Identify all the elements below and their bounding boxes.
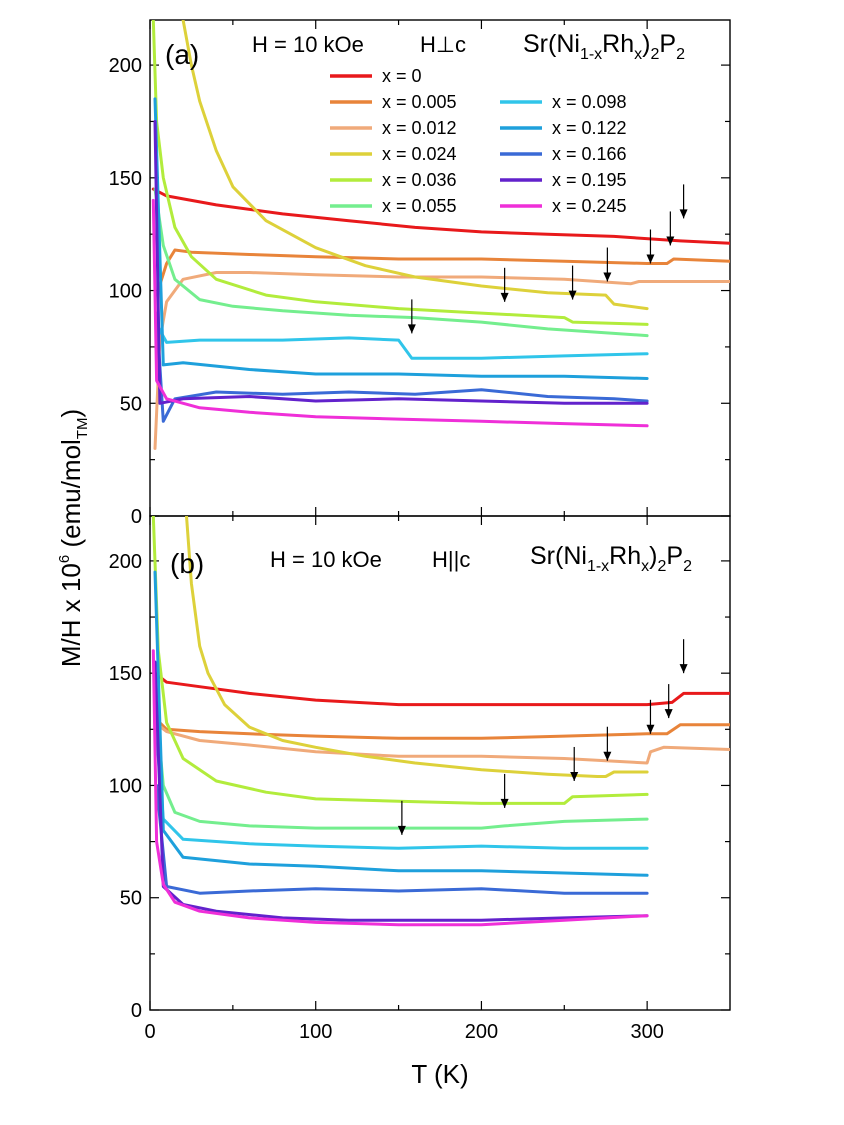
x-tick-label: 200 (465, 1021, 498, 1043)
series-line-3 (185, 516, 649, 778)
legend-label: x = 0.036 (382, 170, 457, 190)
series-line-7 (153, 570, 649, 877)
transition-arrow-head (568, 290, 577, 300)
series-line-2 (153, 721, 730, 765)
x-tick-label: 0 (144, 1021, 155, 1043)
legend-label: x = 0.098 (552, 92, 627, 112)
arrows-group (397, 639, 688, 835)
series-line-0 (151, 187, 730, 245)
legend-label: x = 0.024 (382, 144, 457, 164)
y-tick-label: 200 (109, 55, 142, 77)
legend-label: x = 0.005 (382, 92, 457, 112)
series-line-10 (151, 198, 649, 428)
legend-label: x = 0.166 (552, 144, 627, 164)
legend-label: x = 0.055 (382, 196, 457, 216)
legend-label: x = 0.122 (552, 118, 627, 138)
y-tick-label: 200 (109, 551, 142, 573)
panel-a: 0 50 100 150 200 (a) H = 10 kOe H⊥c Sr(Ni1-x… (109, 19, 731, 528)
x-axis-title: T (K) (411, 1059, 468, 1089)
transition-arrow-head (570, 771, 579, 781)
transition-arrow-head (397, 825, 406, 835)
series-line-9 (153, 660, 649, 922)
series-line-4 (151, 20, 649, 326)
transition-arrow-head (603, 272, 612, 282)
x-tick-label: 100 (299, 1021, 332, 1043)
transition-arrow-head (407, 324, 416, 334)
legend-label: x = 0 (382, 66, 422, 86)
legend: x = 0 x = 0.005 x = 0.012 x = 0.024 x = 0.03… (330, 66, 627, 216)
y-tick-label: 100 (109, 775, 142, 797)
field-label: H = 10 kOe (270, 547, 382, 572)
y-tick-label: 150 (109, 663, 142, 685)
series-line-7 (153, 97, 649, 380)
transition-arrow-head (679, 209, 688, 219)
transition-arrow-head (646, 254, 655, 264)
compound-formula: Sr(Ni1-xRhx)2P2 (523, 30, 685, 63)
series-line-8 (155, 784, 649, 895)
series-line-5 (153, 187, 649, 338)
y-tick-label: 150 (109, 168, 142, 190)
transition-arrow-head (646, 724, 655, 734)
series-line-0 (153, 671, 730, 707)
series-line-6 (153, 716, 649, 850)
legend-label: x = 0.245 (552, 196, 627, 216)
compound-formula: Sr(Ni1-xRhx)2P2 (530, 542, 692, 575)
series-line-3 (181, 20, 649, 311)
plot-frame (149, 515, 731, 1011)
panel-b: 0 50 100 150 200 0 100 200 300 (b) H = 10 kOe H|… (109, 515, 731, 1043)
x-tick-label: 300 (630, 1021, 663, 1043)
transition-arrow-head (500, 798, 509, 808)
panel-tag: (a) (165, 39, 199, 70)
series-line-5 (153, 694, 649, 830)
series-line-6 (155, 322, 649, 360)
y-tick-label: 0 (131, 1000, 142, 1022)
series-line-1 (155, 248, 730, 297)
y-axis-title: M/H x 106 (emu/molTM) (56, 409, 91, 667)
series-line-1 (153, 716, 730, 740)
orientation-label: H⊥c (420, 32, 466, 57)
transition-arrow-head (666, 236, 675, 246)
legend-label: x = 0.195 (552, 170, 627, 190)
y-tick-label: 0 (131, 506, 142, 528)
transition-arrow-head (500, 292, 509, 302)
series-group (151, 20, 730, 450)
legend-label: x = 0.012 (382, 118, 457, 138)
series-line-10 (151, 649, 649, 927)
tick-group: 0 50 100 150 200 0 100 200 300 (109, 516, 730, 1043)
series-group (151, 516, 730, 927)
field-label: H = 10 kOe (252, 32, 364, 57)
transition-arrow-head (664, 709, 673, 719)
panel-tag: (b) (170, 548, 204, 579)
series-line-8 (155, 311, 649, 423)
arrows-group (407, 184, 688, 334)
orientation-label: H||c (432, 547, 470, 572)
series-line-2 (153, 271, 730, 450)
y-tick-label: 100 (109, 281, 142, 303)
transition-arrow-head (603, 751, 612, 761)
y-tick-label: 50 (120, 393, 142, 415)
tick-group: 0 50 100 150 200 (109, 20, 730, 528)
series-line-4 (151, 516, 649, 805)
y-tick-label: 50 (120, 888, 142, 910)
series-line-9 (153, 120, 649, 405)
transition-arrow-head (679, 664, 688, 674)
